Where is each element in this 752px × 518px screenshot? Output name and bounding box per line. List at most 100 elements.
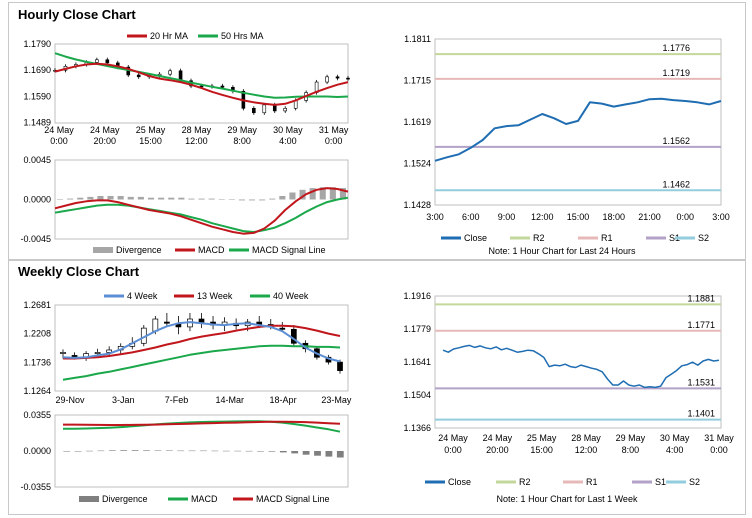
legend-24h-s1-label: S1 <box>669 233 680 243</box>
hourly-macd-frame <box>54 159 349 240</box>
hourly-divergence-bar <box>158 197 165 200</box>
weekly-4-week-line <box>62 321 341 363</box>
hourly-divergence-bar <box>279 196 286 200</box>
hourly-divergence-bar <box>249 199 256 201</box>
weekly-x-tick: 18-Apr <box>270 395 297 405</box>
weekly-divergence-bar <box>302 451 310 455</box>
weekly-macd-y-tick-label: 0.0000 <box>23 446 51 456</box>
weekly-1w-x-tick-date: 31 May <box>704 433 734 443</box>
weekly-40-week-line <box>62 344 341 381</box>
hourly-24h-x-tick: 3:00 <box>712 212 730 222</box>
hourly-divergence-bar <box>178 197 185 200</box>
weekly-1w-x-tick-time: 20:00 <box>486 445 509 455</box>
hourly-divergence-bar <box>228 199 235 200</box>
hourly-24h-x-tick: 21:00 <box>638 212 661 222</box>
weekly-candle-body <box>106 349 113 353</box>
hourly-24h-frame <box>434 38 722 206</box>
weekly-macd-signal-line <box>63 420 341 426</box>
hourly-x-tick-time: 20:00 <box>94 136 117 146</box>
hourly-plot-frame <box>54 43 349 124</box>
level-label-r2: 1.1776 <box>662 43 690 53</box>
weekly-x-tick: 23-May <box>321 395 352 405</box>
hourly-divergence-bar <box>208 198 215 200</box>
hourly-24h-x-tick: 15:00 <box>567 212 590 222</box>
hourly-x-tick-date: 25 May <box>136 125 166 135</box>
weekly-candle-body <box>60 352 66 354</box>
week-level-label-s2: 1.1401 <box>687 409 715 419</box>
weekly-x-tick: 7-Feb <box>165 395 189 405</box>
hourly-x-tick-date: 30 May <box>273 125 303 135</box>
weekly-divergence-bar <box>200 450 207 452</box>
legend-13-week-label: 13 Week <box>197 291 233 301</box>
hourly-divergence-bar <box>127 196 134 200</box>
hourly-divergence-bar <box>299 189 306 200</box>
hourly-divergence-bar <box>168 197 175 200</box>
weekly-macd-y-tick-label: 0.0355 <box>23 410 51 420</box>
hourly-divergence-bar <box>148 197 155 200</box>
weekly-divergence-bar <box>120 450 128 451</box>
weekly-1w-close-line <box>442 344 720 389</box>
weekly-divergence-bar <box>143 450 150 451</box>
legend-1w-r1-label: R1 <box>586 477 598 487</box>
legend-20hr-ma-label: 20 Hr MA <box>150 31 188 41</box>
hourly-divergence-bar <box>309 188 316 200</box>
weekly-divergence-bar <box>108 450 116 451</box>
weekly-close-panel: Weekly Close Chart 1.2681 1.2208 1.1736 1.1… <box>8 260 746 515</box>
weekly-divergence-bar <box>325 451 333 457</box>
weekly-1w-x-tick-time: 0:00 <box>710 445 728 455</box>
weekly-1w-x-tick-date: 30 May <box>660 433 690 443</box>
hourly-macd-y-tick-label: -0.0045 <box>20 234 51 244</box>
weekly-divergence-bar <box>257 451 264 452</box>
hourly-close-panel: Hourly Close Chart 1.1790 1.1690 1.1590 1.1… <box>8 2 746 260</box>
weekly-13-week-line <box>63 324 341 360</box>
hourly-divergence-bar <box>97 196 104 200</box>
hourly-divergence-bar <box>238 199 245 201</box>
hourly-24h-note: Note: 1 Hour Chart for Last 24 Hours <box>488 246 636 256</box>
weekly-divergence-bar <box>211 450 219 452</box>
legend-40-week-label: 40 Week <box>273 291 309 301</box>
legend-hourly-macd-signal-label: MACD Signal Line <box>252 245 326 255</box>
weekly-1w-frame <box>434 295 722 429</box>
weekly-divergence-bar <box>97 450 105 452</box>
hourly-divergence-bar <box>269 198 276 200</box>
weekly-candle-body <box>164 321 170 324</box>
legend-weekly-divergence-swatch <box>79 496 99 502</box>
hourly-divergence-bar <box>77 197 84 200</box>
weekly-1w-y-tick-label: 1.1366 <box>403 423 431 433</box>
hourly-x-tick-date: 24 May <box>90 125 120 135</box>
legend-1w-close-label: Close <box>448 477 471 487</box>
legend-24h-r2-label: R2 <box>533 233 545 243</box>
hourly-x-tick-time: 0:00 <box>325 136 343 146</box>
weekly-macd-y-tick-label: -0.0355 <box>20 482 51 492</box>
weekly-1w-y-tick-label: 1.1641 <box>403 357 431 367</box>
hourly-candle-body <box>136 74 141 78</box>
hourly-divergence-bar <box>319 187 326 200</box>
weekly-1w-note: Note: 1 Hour Chart for Last 1 Week <box>497 494 638 504</box>
weekly-1w-x-tick-date: 29 May <box>616 433 646 443</box>
weekly-divergence-bar <box>131 450 139 451</box>
weekly-section-title: Weekly Close Chart <box>18 264 140 279</box>
hourly-candle-body <box>325 76 329 83</box>
legend-weekly-macd-signal-label: MACD Signal Line <box>256 494 330 504</box>
weekly-y-tick-label: 1.1736 <box>23 357 51 367</box>
weekly-1w-x-tick-time: 15:00 <box>530 445 553 455</box>
legend-hourly-divergence-label: Divergence <box>116 245 162 255</box>
legend-1w-r2-label: R2 <box>519 477 531 487</box>
level-label-s2: 1.1462 <box>662 179 690 189</box>
weekly-divergence-bar <box>245 450 253 452</box>
legend-24h-s2-label: S2 <box>698 233 709 243</box>
hourly-candle-body <box>283 108 288 112</box>
hourly-divergence-bar <box>117 196 124 200</box>
hourly-24h-x-tick: 6:00 <box>462 212 480 222</box>
level-label-r1: 1.1719 <box>662 68 690 78</box>
hourly-x-tick-time: 15:00 <box>139 136 162 146</box>
weekly-candle-body <box>337 361 343 371</box>
weekly-divergence-bar <box>188 450 196 452</box>
hourly-candle-body <box>105 59 110 64</box>
hourly-24h-y-tick-label: 1.1428 <box>403 200 431 210</box>
legend-1w-s2-label: S2 <box>689 477 700 487</box>
hourly-divergence-bar <box>188 198 195 200</box>
weekly-x-tick: 3-Jan <box>112 395 135 405</box>
hourly-candle-body <box>220 85 225 88</box>
weekly-divergence-bar <box>177 450 185 452</box>
